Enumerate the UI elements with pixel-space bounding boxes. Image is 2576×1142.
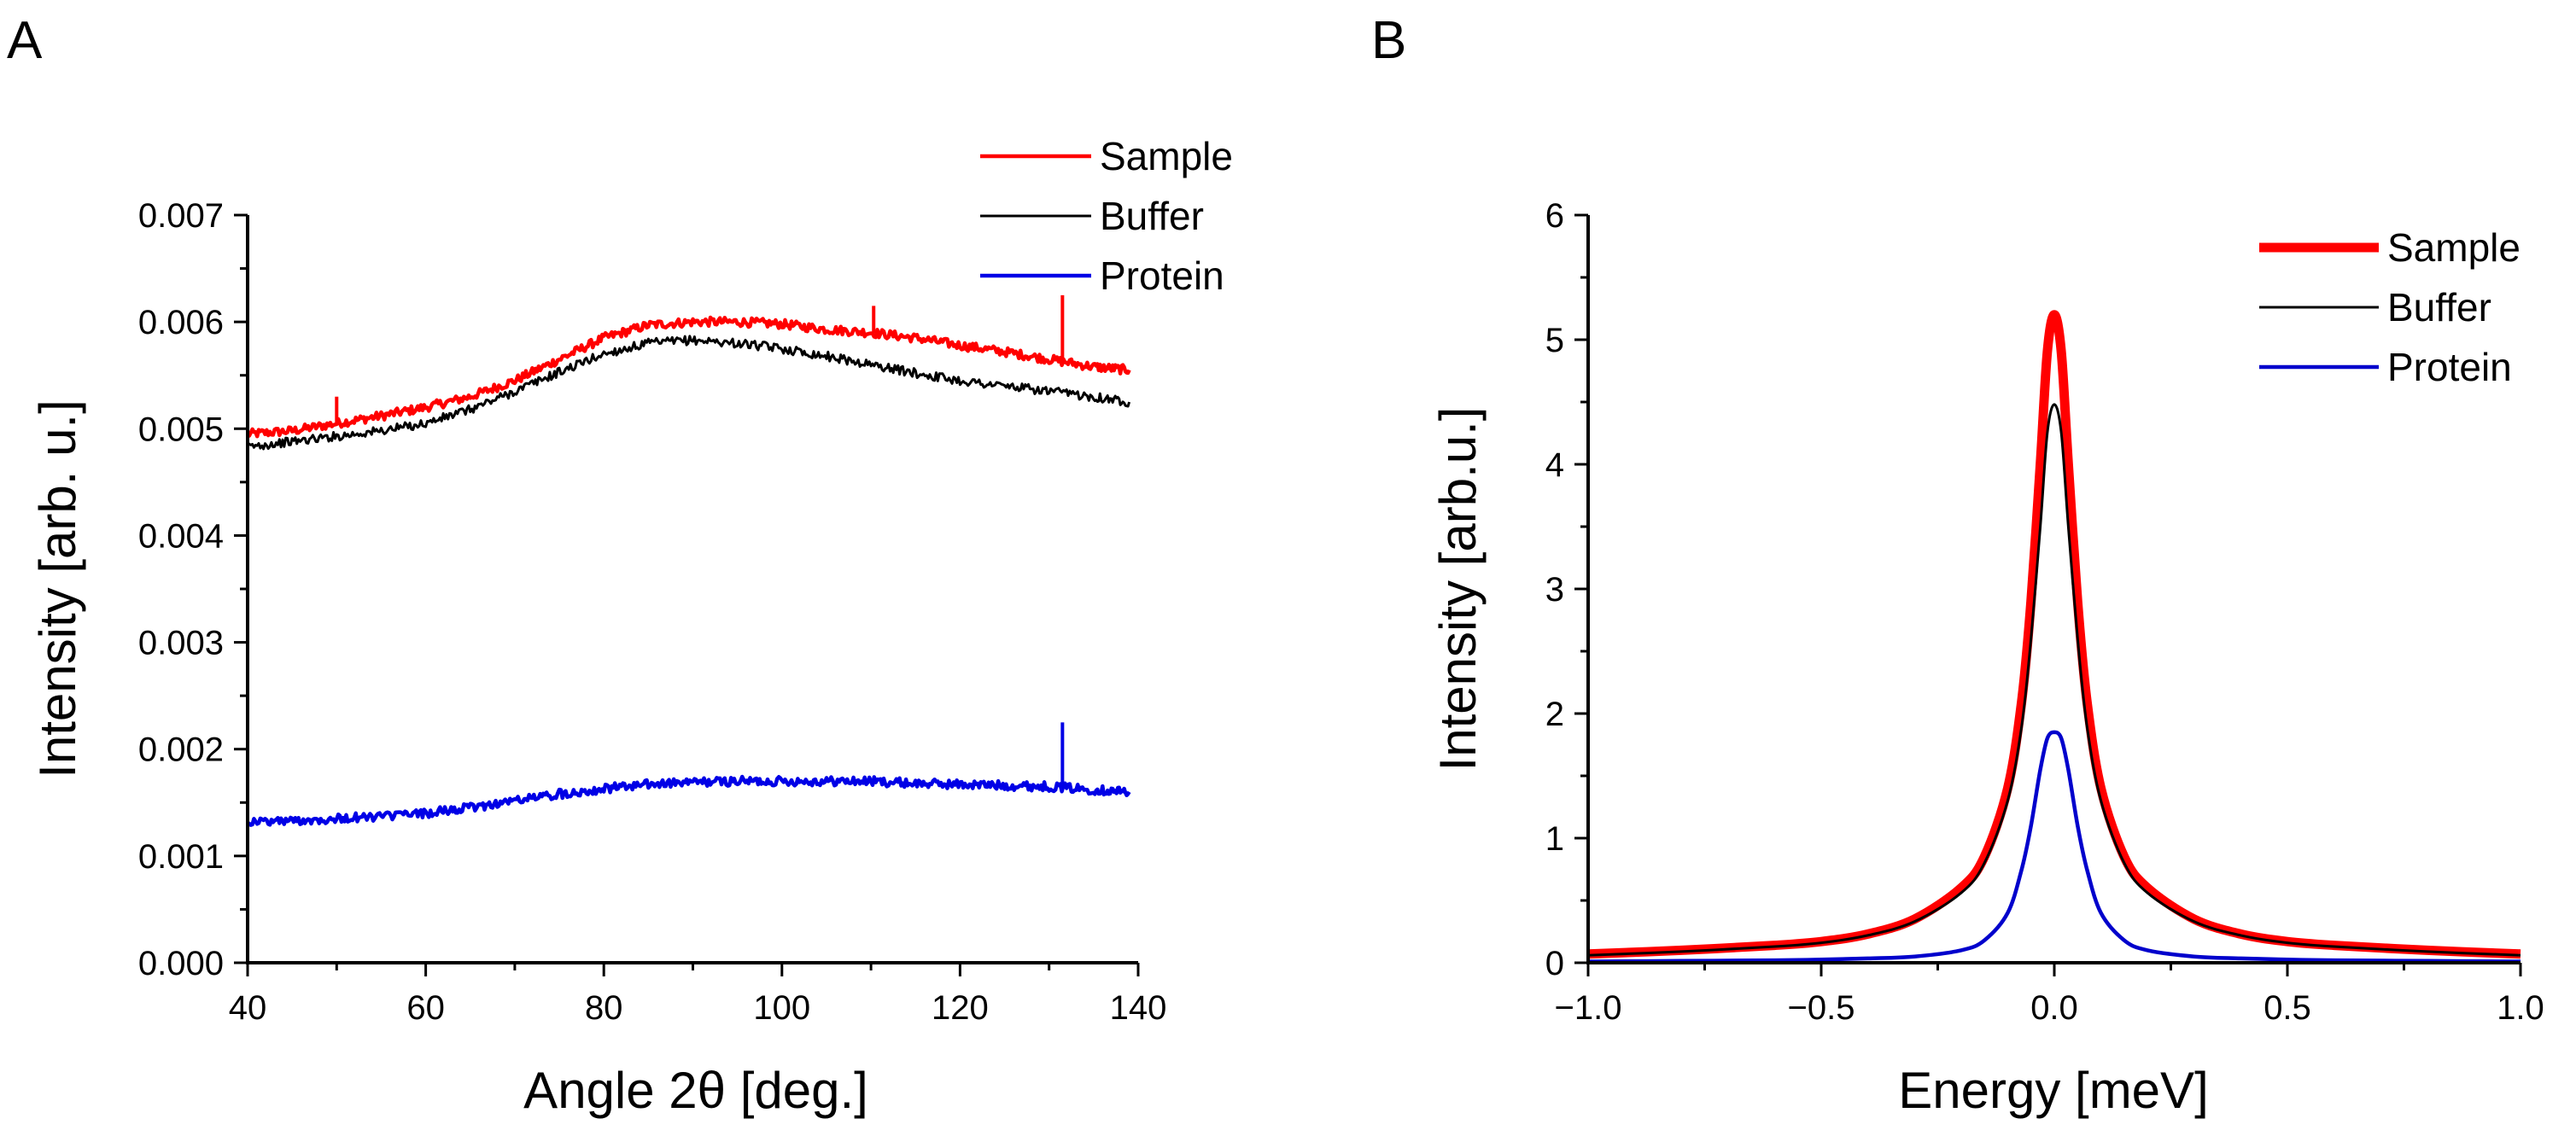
panel-b-series-sample bbox=[1587, 310, 2521, 959]
panel-a-y-tick-label: 0.006 bbox=[138, 304, 224, 341]
panel-b-y-tick-label: 6 bbox=[1545, 197, 1564, 235]
panel-a-series-protein bbox=[246, 774, 1131, 827]
panel-a-y-tick-label: 0.000 bbox=[138, 945, 224, 982]
panel-b-legend-label-buffer: Buffer bbox=[2387, 285, 2491, 329]
panel-b-y-tick-label: 2 bbox=[1545, 696, 1564, 733]
panel-a-x-axis-label: Angle 2θ [deg.] bbox=[523, 1062, 868, 1119]
panel-a: A 40 60 80 100 120 140 0.000 0.001 0.002 0.003 0.0… bbox=[7, 11, 1233, 1119]
panel-a-y-tick-label: 0.005 bbox=[138, 411, 224, 448]
panel-a-y-tick-label: 0.002 bbox=[138, 731, 224, 769]
panel-a-x-tick-label: 120 bbox=[932, 989, 989, 1027]
panel-b-x-tick-label: 0.5 bbox=[2263, 989, 2311, 1027]
panel-b-x-tick-label: 1.0 bbox=[2497, 989, 2544, 1027]
panel-a-x-tick-label: 100 bbox=[753, 989, 810, 1027]
panel-b-y-tick-label: 3 bbox=[1545, 571, 1564, 609]
panel-a-y-tick-label: 0.007 bbox=[138, 197, 224, 235]
panel-a-legend: Sample Buffer Protein bbox=[980, 134, 1233, 298]
panel-b-legend-label-sample: Sample bbox=[2387, 225, 2521, 270]
panel-a-ticks: 40 60 80 100 120 140 0.000 0.001 0.002 0.003 0.004… bbox=[138, 197, 1166, 1027]
panel-b-series-buffer bbox=[1587, 403, 2521, 957]
panel-b-series-protein bbox=[1587, 730, 2521, 964]
panel-a-x-tick-label: 80 bbox=[585, 989, 623, 1027]
panel-a-legend-label-buffer: Buffer bbox=[1100, 194, 1204, 238]
panel-a-plot-area bbox=[246, 294, 1131, 827]
panel-a-y-tick-label: 0.001 bbox=[138, 838, 224, 876]
panel-a-y-tick-label: 0.004 bbox=[138, 517, 224, 555]
panel-a-x-tick-label: 60 bbox=[406, 989, 445, 1027]
panel-a-y-axis-label: Intensity [arb. u.] bbox=[29, 399, 86, 778]
panel-b-y-tick-label: 1 bbox=[1545, 820, 1564, 858]
panel-a-legend-label-sample: Sample bbox=[1100, 134, 1233, 178]
panel-b-legend-label-protein: Protein bbox=[2387, 345, 2512, 389]
panel-a-x-tick-label: 140 bbox=[1110, 989, 1167, 1027]
panel-b-legend: Sample Buffer Protein bbox=[2259, 225, 2521, 389]
panel-b-y-tick-label: 5 bbox=[1545, 322, 1564, 359]
panel-a-x-tick-label: 40 bbox=[229, 989, 267, 1027]
panel-a-series-buffer bbox=[247, 335, 1131, 451]
panel-b-x-tick-label: −1.0 bbox=[1555, 989, 1622, 1027]
panel-b-x-axis-label: Energy [meV] bbox=[1898, 1062, 2209, 1119]
panel-b-plot-area bbox=[1587, 310, 2521, 964]
panel-b-x-tick-label: 0.0 bbox=[2030, 989, 2078, 1027]
panel-b-y-axis-label: Intensity [arb.u.] bbox=[1429, 407, 1487, 772]
panel-a-label: A bbox=[7, 11, 43, 70]
panel-a-y-tick-label: 0.003 bbox=[138, 625, 224, 662]
panel-b-label: B bbox=[1371, 11, 1406, 70]
panel-b-x-tick-label: −0.5 bbox=[1788, 989, 1855, 1027]
panel-b-ticks: −1.0 −0.5 0.0 0.5 1.0 0 1 2 3 4 5 6 bbox=[1545, 197, 2544, 1027]
panel-a-series-sample bbox=[246, 315, 1131, 439]
panel-a-legend-label-protein: Protein bbox=[1100, 253, 1224, 298]
panel-b-y-tick-label: 4 bbox=[1545, 446, 1564, 484]
panel-b-y-tick-label: 0 bbox=[1545, 945, 1564, 982]
